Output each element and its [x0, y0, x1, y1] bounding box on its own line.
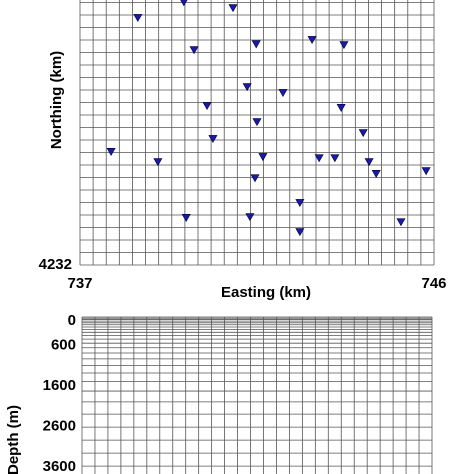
station-marker [258, 153, 268, 162]
station-marker [208, 135, 218, 143]
station-marker [189, 46, 199, 55]
station-marker [295, 199, 305, 208]
station-marker [364, 158, 374, 167]
y-tick-label: 2600 [43, 417, 76, 434]
station-marker [181, 214, 191, 222]
y-tick-label: 1600 [43, 377, 76, 394]
station-marker [250, 174, 260, 183]
station-marker [396, 218, 406, 227]
station-marker [314, 154, 324, 163]
station-marker [202, 102, 212, 110]
station-marker [252, 118, 262, 127]
station-marker [421, 167, 431, 176]
station-marker [106, 148, 116, 156]
y-tick-label: 4232 [39, 256, 72, 273]
station-marker [307, 36, 317, 44]
station-marker [251, 40, 261, 49]
station-marker [133, 14, 143, 22]
station-marker [180, 0, 188, 7]
y-tick-label: 3600 [43, 458, 76, 474]
station-marker [242, 83, 252, 92]
y-axis-label: Depth (m) [5, 405, 22, 474]
station-marker [295, 228, 305, 237]
station-marker [336, 104, 346, 112]
station-marker [371, 170, 381, 178]
station-marker [228, 4, 238, 13]
y-tick-label: 600 [51, 336, 76, 353]
y-tick-label: 0 [68, 312, 76, 329]
mesh-top [79, 0, 435, 266]
station-marker [358, 129, 368, 138]
station-marker [245, 213, 255, 222]
y-axis-label: Northing (km) [48, 51, 65, 149]
station-marker [153, 158, 163, 167]
station-marker [339, 41, 349, 50]
x-tick-label: 737 [67, 275, 92, 292]
station-marker [278, 89, 288, 98]
station-marker [330, 154, 340, 163]
x-axis-label: Easting (km) [221, 284, 311, 301]
mesh-bottom [81, 316, 433, 474]
x-tick-label: 746 [421, 275, 446, 292]
